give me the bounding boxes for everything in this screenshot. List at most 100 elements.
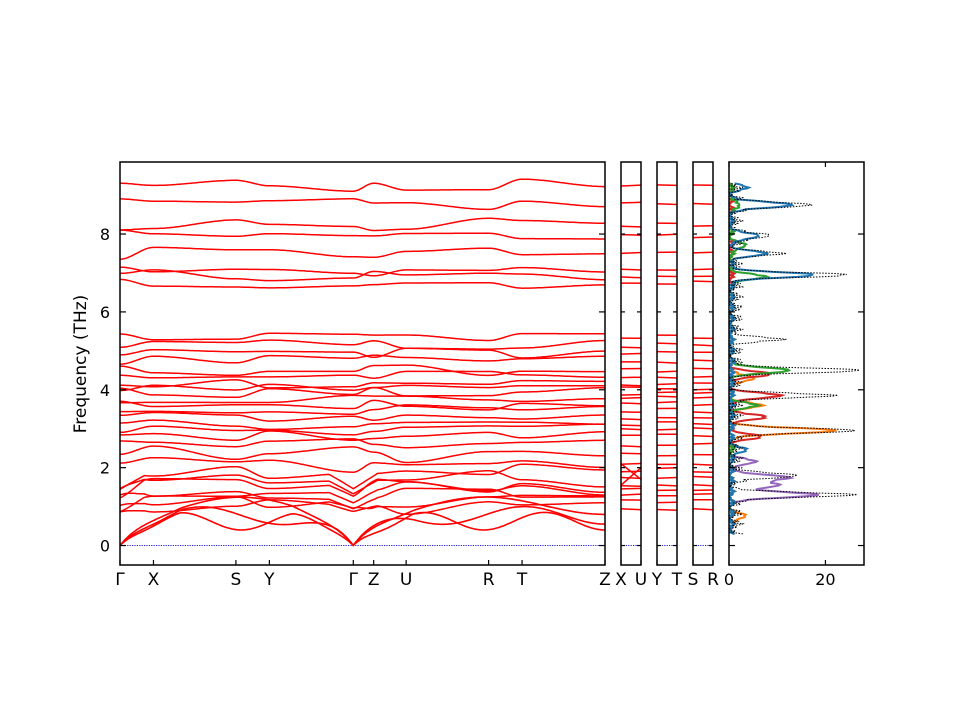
band-line — [657, 383, 677, 386]
axes-frame — [656, 161, 678, 566]
band-line — [120, 332, 605, 342]
band-line-acoustic — [120, 496, 605, 547]
band-line — [693, 484, 713, 487]
band-line — [693, 202, 713, 205]
axes-frames — [119, 161, 865, 566]
x-tick-label: X — [148, 570, 160, 590]
band-lines-xu — [621, 184, 641, 511]
band-line — [621, 251, 641, 255]
band-line — [621, 396, 641, 400]
dos-curves — [729, 182, 860, 535]
band-line — [120, 217, 605, 232]
y-tick-label: 2 — [100, 459, 110, 478]
band-line — [657, 184, 677, 187]
band-line — [693, 427, 713, 430]
x-tick-label: R — [707, 570, 719, 590]
band-line — [657, 202, 677, 206]
x-tick-label: S — [231, 570, 242, 590]
y-tick-label: 8 — [100, 225, 110, 244]
band-line — [657, 395, 677, 398]
band-line — [120, 379, 605, 389]
band-line — [120, 404, 605, 415]
x-tick-label: 20 — [815, 570, 835, 589]
band-line — [621, 424, 641, 427]
band-line — [621, 445, 641, 448]
x-tick-label: Γ — [115, 570, 125, 590]
band-line — [693, 344, 713, 347]
band-line — [657, 428, 677, 431]
band-line — [693, 508, 713, 511]
y-axis-label: Frequency (THz) — [71, 295, 91, 434]
band-line — [120, 411, 605, 422]
band-line — [120, 463, 605, 491]
band-line — [657, 361, 677, 364]
band-line — [120, 430, 605, 441]
band-line — [621, 276, 641, 279]
band-line — [657, 391, 677, 394]
band-line — [120, 246, 605, 260]
band-line — [657, 400, 677, 404]
band-line — [120, 266, 605, 277]
dos-projected-line — [729, 182, 839, 535]
band-line — [693, 396, 713, 399]
dos-projected-line — [729, 182, 820, 535]
band-line — [693, 463, 713, 466]
band-line — [657, 376, 677, 379]
band-line — [657, 484, 677, 487]
axes-frame — [728, 161, 865, 566]
band-line-acoustic — [120, 511, 605, 547]
band-line — [120, 399, 605, 411]
band-line — [621, 476, 641, 480]
band-line — [120, 499, 605, 516]
axes-frame — [692, 161, 714, 566]
dos-total-line — [729, 182, 860, 535]
band-line — [621, 462, 641, 465]
x-tick-label: 0 — [724, 570, 734, 589]
band-line — [120, 456, 605, 473]
band-line — [621, 184, 641, 187]
band-line — [120, 470, 605, 495]
band-line — [120, 423, 605, 436]
band-line — [621, 463, 641, 480]
band-line — [621, 233, 641, 236]
band-line — [693, 475, 713, 478]
axes-frame — [620, 161, 642, 566]
band-line — [621, 508, 641, 511]
band-line — [621, 484, 641, 488]
band-line — [120, 394, 605, 404]
band-line — [693, 251, 713, 254]
band-line — [120, 383, 605, 392]
band-line — [693, 280, 713, 283]
band-line — [657, 508, 677, 512]
band-line — [693, 422, 713, 426]
band-line — [621, 418, 641, 421]
band-line — [120, 494, 605, 510]
band-line — [693, 411, 713, 414]
band-line — [693, 236, 713, 239]
band-line — [621, 352, 641, 355]
band-line — [120, 178, 605, 192]
x-tick-label: T — [516, 570, 528, 590]
band-line — [120, 445, 605, 464]
x-tick-label: Z — [368, 570, 380, 590]
band-lines-main — [120, 178, 605, 547]
x-tick-label: Γ — [349, 570, 359, 590]
y-tick-label: 4 — [100, 381, 110, 400]
band-line — [120, 481, 605, 504]
band-line — [693, 268, 713, 271]
band-line — [621, 487, 641, 490]
band-line — [693, 403, 713, 407]
band-line — [693, 434, 713, 438]
band-line — [120, 487, 605, 513]
x-tick-label: Y — [651, 570, 663, 590]
x-tick-label: S — [688, 570, 699, 590]
band-line — [120, 278, 605, 289]
band-line — [120, 438, 605, 449]
band-line — [120, 347, 605, 359]
tick-marks — [119, 162, 864, 565]
band-line — [120, 364, 605, 377]
band-line — [120, 386, 605, 399]
band-line — [621, 452, 641, 455]
